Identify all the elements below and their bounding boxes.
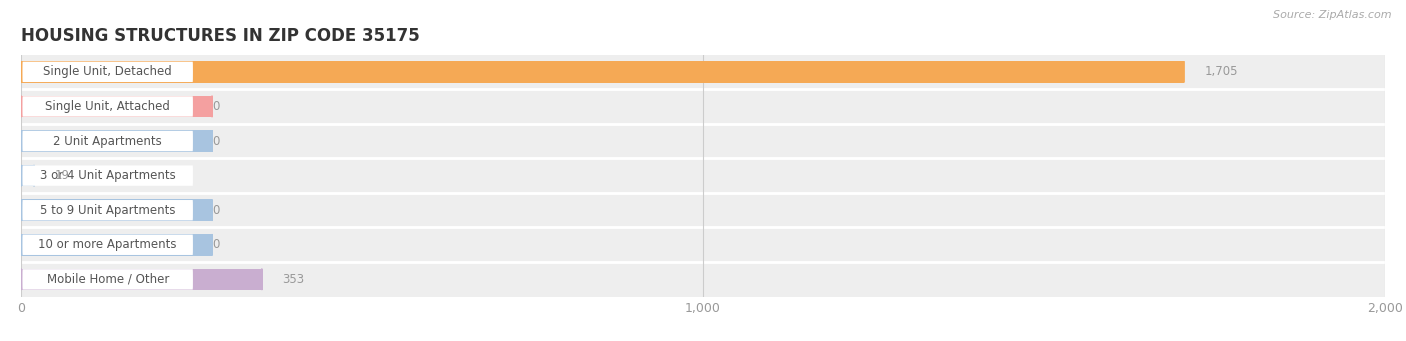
Text: 1,705: 1,705 [1204,65,1237,78]
Text: Single Unit, Attached: Single Unit, Attached [45,100,170,113]
Bar [21,96,212,117]
Text: Source: ZipAtlas.com: Source: ZipAtlas.com [1274,10,1392,20]
Bar [21,269,262,290]
FancyBboxPatch shape [22,131,193,151]
Text: Mobile Home / Other: Mobile Home / Other [46,273,169,286]
Text: 0: 0 [212,204,219,217]
FancyBboxPatch shape [22,200,193,220]
Bar [21,89,1385,124]
FancyBboxPatch shape [22,62,193,82]
Text: 19: 19 [55,169,69,182]
Bar [21,234,212,255]
Bar [21,262,1385,297]
Text: HOUSING STRUCTURES IN ZIP CODE 35175: HOUSING STRUCTURES IN ZIP CODE 35175 [21,27,420,45]
FancyBboxPatch shape [22,96,193,117]
Bar [21,130,212,152]
Text: 353: 353 [283,273,304,286]
Text: 5 to 9 Unit Apartments: 5 to 9 Unit Apartments [39,204,176,217]
Text: 0: 0 [212,100,219,113]
FancyBboxPatch shape [22,235,193,255]
FancyBboxPatch shape [22,165,193,186]
Bar [21,61,1184,83]
Bar [21,124,1385,158]
Bar [21,199,212,221]
Bar [21,55,1385,89]
Text: 0: 0 [212,135,219,148]
Text: 3 or 4 Unit Apartments: 3 or 4 Unit Apartments [39,169,176,182]
Bar [21,165,34,186]
Bar [21,227,1385,262]
Text: 2 Unit Apartments: 2 Unit Apartments [53,135,162,148]
Text: 10 or more Apartments: 10 or more Apartments [38,238,177,251]
FancyBboxPatch shape [22,269,193,290]
Text: Single Unit, Detached: Single Unit, Detached [44,65,172,78]
Bar [21,193,1385,227]
Text: 0: 0 [212,238,219,251]
Bar [21,158,1385,193]
